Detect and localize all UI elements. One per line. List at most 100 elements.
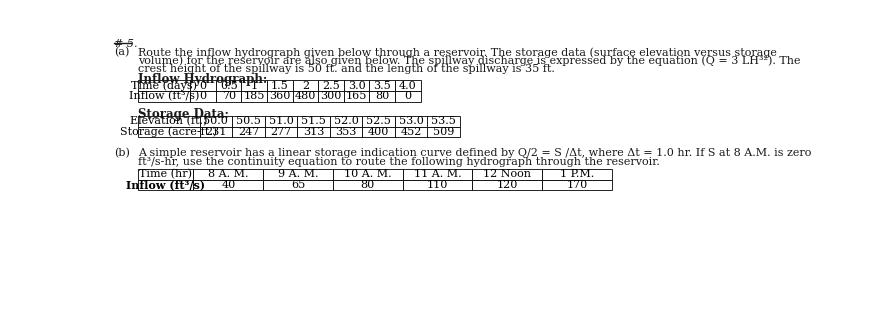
Bar xyxy=(193,180,263,190)
Text: Time (days): Time (days) xyxy=(131,80,196,91)
Text: 3.5: 3.5 xyxy=(373,81,390,91)
Bar xyxy=(138,126,199,137)
Text: 400: 400 xyxy=(367,127,389,137)
Bar xyxy=(232,116,265,126)
Bar xyxy=(317,80,344,91)
Bar xyxy=(403,180,472,190)
Text: 53.0: 53.0 xyxy=(398,116,424,126)
Bar xyxy=(427,116,460,126)
Text: ft³/s-hr, use the continuity equation to route the following hydrograph through : ft³/s-hr, use the continuity equation to… xyxy=(138,157,659,166)
Text: Inflow (ft³/s): Inflow (ft³/s) xyxy=(126,179,205,191)
Bar xyxy=(369,80,395,91)
Bar xyxy=(199,116,232,126)
Bar xyxy=(267,80,292,91)
Text: Inflow (ft³/s): Inflow (ft³/s) xyxy=(129,91,199,102)
Text: 65: 65 xyxy=(290,180,305,190)
Text: 353: 353 xyxy=(335,127,356,137)
Text: 0: 0 xyxy=(199,81,206,91)
Bar xyxy=(267,91,292,102)
Text: 170: 170 xyxy=(566,180,587,190)
Bar xyxy=(265,116,297,126)
Text: 0.5: 0.5 xyxy=(219,81,238,91)
Text: 2: 2 xyxy=(302,81,309,91)
Text: 50.5: 50.5 xyxy=(236,116,260,126)
Text: 165: 165 xyxy=(346,91,367,101)
Bar xyxy=(330,116,362,126)
Bar xyxy=(297,126,330,137)
Bar xyxy=(190,80,216,91)
Text: 300: 300 xyxy=(320,91,341,101)
Text: 8 A. M.: 8 A. M. xyxy=(208,169,248,179)
Text: 0: 0 xyxy=(403,91,410,101)
Bar xyxy=(138,180,193,190)
Bar xyxy=(344,80,369,91)
Text: 80: 80 xyxy=(360,180,374,190)
Text: 3.0: 3.0 xyxy=(347,81,365,91)
Bar xyxy=(344,91,369,102)
Bar xyxy=(542,169,611,180)
Text: 1.5: 1.5 xyxy=(271,81,289,91)
Bar xyxy=(138,169,193,180)
Bar xyxy=(265,126,297,137)
Text: 52.5: 52.5 xyxy=(366,116,390,126)
Text: 231: 231 xyxy=(205,127,226,137)
Bar xyxy=(395,126,427,137)
Text: 51.0: 51.0 xyxy=(268,116,293,126)
Text: 360: 360 xyxy=(269,91,290,101)
Text: Time (hr): Time (hr) xyxy=(139,169,192,179)
Text: 80: 80 xyxy=(374,91,389,101)
Text: 247: 247 xyxy=(238,127,259,137)
Bar xyxy=(138,116,199,126)
Text: (b): (b) xyxy=(114,148,130,158)
Text: (a): (a) xyxy=(114,47,130,58)
Text: Storage Data:: Storage Data: xyxy=(138,108,228,121)
Bar xyxy=(297,116,330,126)
Text: 51.5: 51.5 xyxy=(301,116,325,126)
Text: 509: 509 xyxy=(432,127,454,137)
Text: 452: 452 xyxy=(400,127,422,137)
Text: Route the inflow hydrograph given below through a reservoir. The storage data (s: Route the inflow hydrograph given below … xyxy=(138,47,775,58)
Text: 1: 1 xyxy=(251,81,258,91)
Text: 0: 0 xyxy=(199,91,206,101)
Text: 120: 120 xyxy=(496,180,517,190)
Bar xyxy=(395,80,420,91)
Text: 70: 70 xyxy=(221,91,236,101)
Bar xyxy=(138,91,190,102)
Text: 11 A. M.: 11 A. M. xyxy=(413,169,460,179)
Bar xyxy=(332,180,403,190)
Bar xyxy=(395,91,420,102)
Bar xyxy=(472,169,542,180)
Bar xyxy=(292,91,317,102)
Bar xyxy=(193,169,263,180)
Text: 12 Noon: 12 Noon xyxy=(482,169,531,179)
Bar xyxy=(395,116,427,126)
Text: 10 A. M.: 10 A. M. xyxy=(344,169,391,179)
Bar xyxy=(403,169,472,180)
Bar xyxy=(330,126,362,137)
Bar xyxy=(216,91,241,102)
Text: 110: 110 xyxy=(426,180,448,190)
Text: Storage (acre-ft.): Storage (acre-ft.) xyxy=(120,126,217,137)
Text: 2.5: 2.5 xyxy=(322,81,339,91)
Bar xyxy=(232,126,265,137)
Text: 1 P.M.: 1 P.M. xyxy=(560,169,594,179)
Text: 277: 277 xyxy=(270,127,291,137)
Text: 52.0: 52.0 xyxy=(333,116,358,126)
Text: crest height of the spillway is 50 ft. and the length of the spillway is 35 ft.: crest height of the spillway is 50 ft. a… xyxy=(138,64,554,74)
Bar xyxy=(542,180,611,190)
Bar xyxy=(427,126,460,137)
Bar xyxy=(362,126,395,137)
Bar xyxy=(332,169,403,180)
Bar xyxy=(263,180,332,190)
Bar xyxy=(317,91,344,102)
Text: 480: 480 xyxy=(295,91,316,101)
Text: # 5.: # 5. xyxy=(114,39,138,49)
Text: Elevation (ft.): Elevation (ft.) xyxy=(130,116,207,126)
Text: 185: 185 xyxy=(243,91,265,101)
Bar xyxy=(190,91,216,102)
Text: 50.0: 50.0 xyxy=(203,116,228,126)
Bar xyxy=(362,116,395,126)
Bar xyxy=(216,80,241,91)
Bar xyxy=(138,80,190,91)
Text: Inflow Hydrograph:: Inflow Hydrograph: xyxy=(138,73,267,86)
